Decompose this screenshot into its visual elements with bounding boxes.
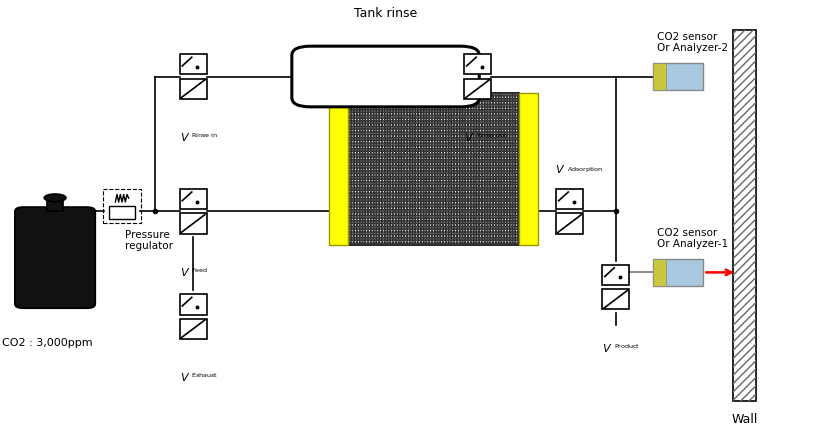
Bar <box>109 206 136 219</box>
Bar <box>654 63 666 90</box>
FancyBboxPatch shape <box>292 46 479 107</box>
Bar <box>654 259 666 286</box>
Text: Tank rinse: Tank rinse <box>354 6 417 20</box>
Bar <box>329 94 348 245</box>
Text: $_{\rm Rinse\ in}$: $_{\rm Rinse\ in}$ <box>191 131 218 140</box>
Text: $V$: $V$ <box>464 131 474 143</box>
Bar <box>464 54 491 74</box>
Bar <box>179 54 206 74</box>
Text: CO2 : 3,000ppm: CO2 : 3,000ppm <box>3 338 93 347</box>
Text: CO2 sensor
Or Analyzer-1: CO2 sensor Or Analyzer-1 <box>658 228 728 249</box>
Bar <box>464 79 491 99</box>
Text: $V$: $V$ <box>179 266 189 278</box>
Text: Pressure
regulator: Pressure regulator <box>125 230 173 251</box>
Text: $V$: $V$ <box>555 163 566 175</box>
Text: Wall: Wall <box>732 414 758 426</box>
Text: $_{\rm Adsorption}$: $_{\rm Adsorption}$ <box>567 166 603 175</box>
Bar <box>348 94 520 245</box>
Bar <box>179 79 206 99</box>
Text: $_{\rm Feed}$: $_{\rm Feed}$ <box>191 266 209 275</box>
Bar <box>179 319 206 339</box>
Text: $_{\rm Rinse\ out}$: $_{\rm Rinse\ out}$ <box>476 131 508 140</box>
Text: $V$: $V$ <box>602 342 613 354</box>
Bar <box>603 289 629 309</box>
Text: $V$: $V$ <box>179 131 189 143</box>
Bar <box>556 213 583 234</box>
Bar <box>348 94 520 245</box>
Bar <box>732 30 756 401</box>
Text: CO2 sensor
Or Analyzer-2: CO2 sensor Or Analyzer-2 <box>658 32 728 53</box>
Bar <box>179 294 206 314</box>
FancyBboxPatch shape <box>15 207 96 308</box>
Bar <box>654 63 703 90</box>
Bar <box>654 259 703 286</box>
Text: $_{\rm Exhaust}$: $_{\rm Exhaust}$ <box>191 372 219 381</box>
Text: $_{\rm Product}$: $_{\rm Product}$ <box>614 342 640 351</box>
Bar <box>179 189 206 209</box>
Bar <box>348 94 520 245</box>
Text: $V$: $V$ <box>179 372 189 384</box>
Bar <box>603 265 629 285</box>
Bar <box>179 213 206 234</box>
Bar <box>47 198 64 211</box>
Bar <box>732 30 756 401</box>
Bar <box>556 189 583 209</box>
Bar <box>520 94 538 245</box>
Ellipse shape <box>44 194 66 202</box>
